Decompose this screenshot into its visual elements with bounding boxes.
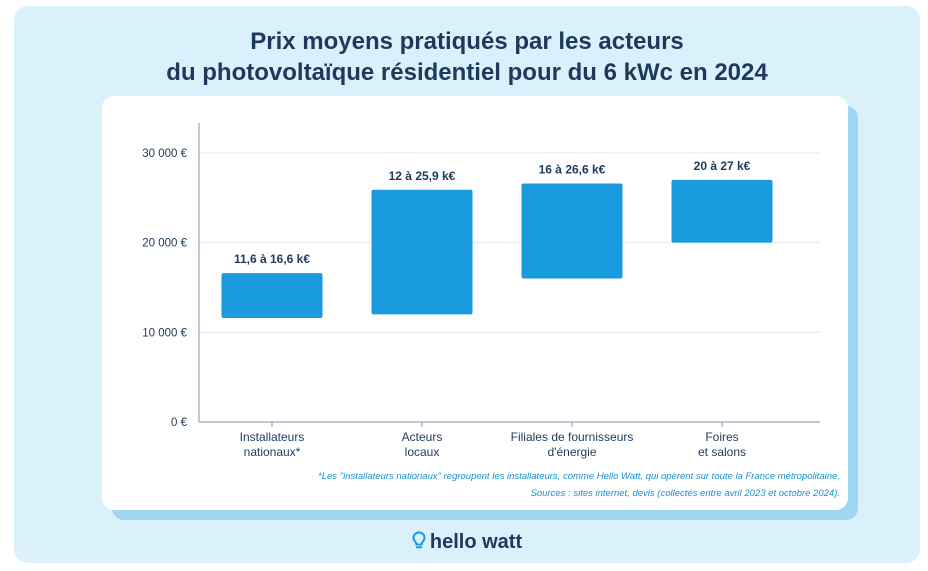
y-tick-label: 30 000 € [142,148,187,160]
y-tick-label: 20 000 € [142,238,187,250]
chart-title: Prix moyens pratiqués par les acteurs du… [14,26,920,88]
chart-title-line-1: Prix moyens pratiqués par les acteurs [250,28,684,55]
range-bar [671,179,773,243]
footnote: *Les "installateurs nationaux" regroupen… [318,471,840,482]
range-bar [371,189,473,315]
chart-title-line-2: du photovoltaïque résidentiel pour du 6 … [166,59,768,86]
x-tick-label: nationaux* [244,445,301,459]
data-label: 12 à 25,9 k€ [389,169,456,183]
sources-note: Sources : sites internet, devis (collect… [530,488,840,499]
lightbulb-icon [412,531,426,549]
x-tick-label: d'énergie [548,445,597,459]
data-label: 20 à 27 k€ [694,159,751,173]
x-tick-label: et salons [698,445,746,459]
range-bar-chart: 0 € 10 000 € 20 000 € 30 000 € 11,6 à 16,6 k… [142,123,820,459]
infographic-panel: Prix moyens pratiqués par les acteurs du… [14,6,920,563]
chart-card: 0 € 10 000 € 20 000 € 30 000 € 11,6 à 16,6 k… [102,96,848,510]
range-bar [521,183,623,279]
x-tick-label: locaux [405,445,440,459]
logo-text: hello watt [429,531,523,553]
y-tick-label: 0 € [171,417,188,429]
x-tick-label: Installateurs [240,430,305,444]
data-label: 16 à 26,6 k€ [539,162,606,176]
x-tick-label: Acteurs [402,430,443,444]
y-tick-label: 10 000 € [142,327,187,339]
x-tick-label: Filiales de fournisseurs [511,430,634,444]
data-label: 11,6 à 16,6 k€ [234,252,310,266]
chart-notes: *Les "installateurs nationaux" regroupen… [318,468,840,502]
x-tick-label: Foires [705,430,738,444]
hello-watt-logo: hello watt [14,530,920,554]
range-bar [221,273,323,318]
